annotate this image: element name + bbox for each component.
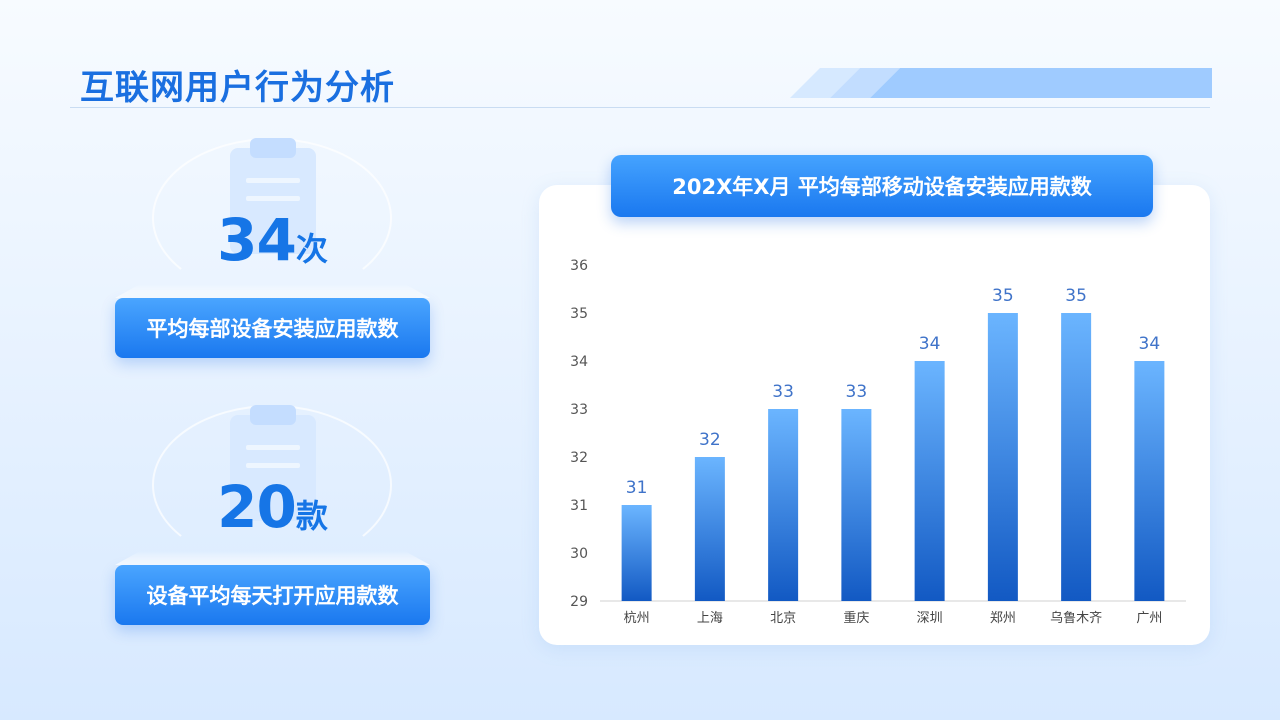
- stat-block-installed-apps: 34次 平均每部设备安装应用款数: [110, 138, 435, 360]
- stat-label: 设备平均每天打开应用款数: [115, 565, 430, 625]
- stat-label: 平均每部设备安装应用款数: [115, 298, 430, 358]
- stat-value: 20款: [110, 473, 435, 541]
- title-divider: [70, 107, 1210, 108]
- stat-value: 34次: [110, 206, 435, 274]
- stat-unit: 次: [295, 230, 328, 268]
- stat-unit: 款: [295, 497, 328, 535]
- chart-title: 202X年X月 平均每部移动设备安装应用款数: [611, 155, 1153, 217]
- stat-number: 34: [217, 206, 297, 274]
- stat-block-opened-apps: 20款 设备平均每天打开应用款数: [110, 405, 435, 627]
- page-title: 互联网用户行为分析: [80, 68, 395, 108]
- clipboard-icon: [230, 405, 316, 521]
- clipboard-icon: [230, 138, 316, 254]
- chart-card: [539, 185, 1210, 645]
- decorative-stripes: [790, 68, 1212, 98]
- stat-number: 20: [217, 473, 297, 541]
